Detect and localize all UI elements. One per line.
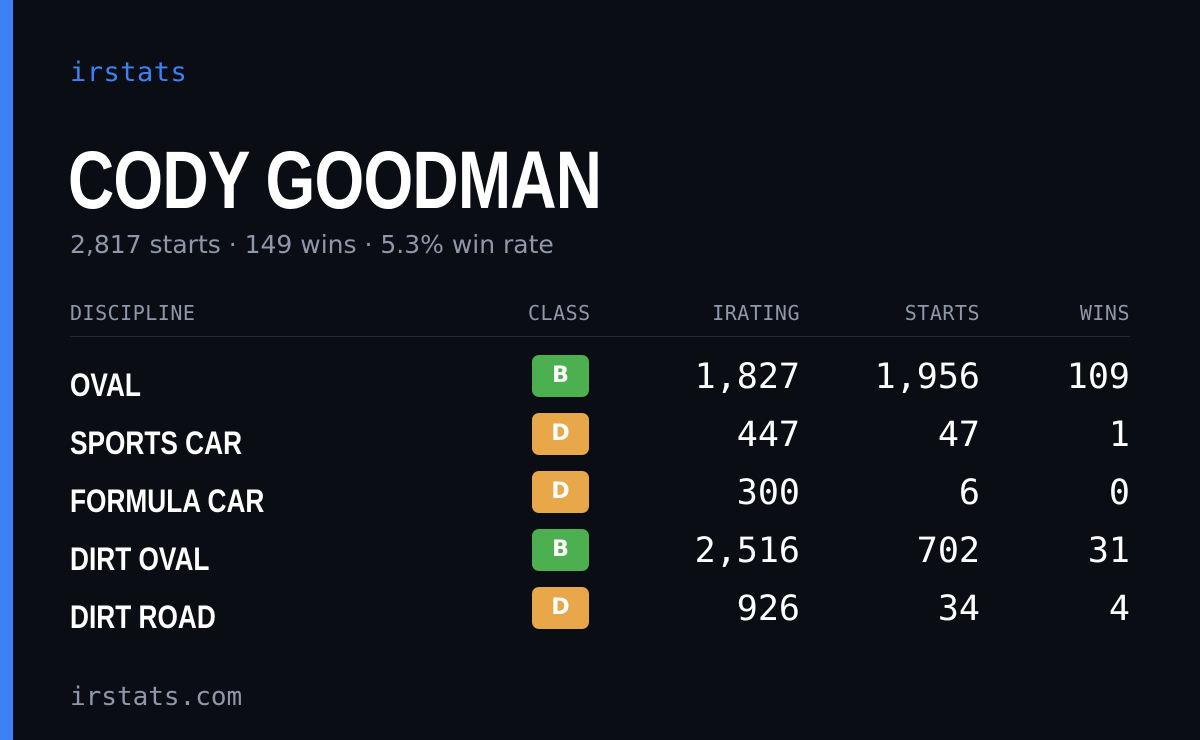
wins-value: 31	[1087, 531, 1130, 571]
starts-value: 47	[937, 415, 980, 455]
class-badge: B	[532, 529, 589, 571]
header-discipline: DISCIPLINE	[70, 301, 196, 325]
discipline-name: DIRT OVAL	[70, 541, 210, 577]
wins-value: 4	[1108, 589, 1130, 629]
header-class: CLASS	[528, 301, 591, 325]
class-badge: D	[532, 587, 589, 629]
irating-value: 300	[736, 473, 800, 513]
header-wins: WINS	[1079, 301, 1130, 325]
driver-summary: 2,817 starts · 149 wins · 5.3% win rate	[70, 230, 554, 259]
stats-table: DISCIPLINE CLASS IRATING STARTS WINS OVA…	[70, 296, 1130, 643]
footer-url[interactable]: irstats.com	[70, 682, 243, 712]
table-row: OVAL B 1,827 1,956 109	[70, 353, 1130, 411]
starts-value: 6	[958, 473, 980, 513]
accent-bar	[0, 0, 13, 740]
table-body: OVAL B 1,827 1,956 109 SPORTS CAR D 447 …	[70, 353, 1130, 643]
wins-value: 0	[1108, 473, 1130, 513]
header-irating: IRATING	[712, 301, 800, 325]
irating-value: 926	[736, 589, 800, 629]
starts-value: 34	[937, 589, 980, 629]
irating-value: 447	[736, 415, 800, 455]
class-badge: B	[532, 355, 589, 397]
starts-value: 1,956	[874, 357, 980, 397]
header-starts: STARTS	[904, 301, 980, 325]
irating-value: 2,516	[694, 531, 800, 571]
driver-name: CODY GOODMAN	[68, 135, 602, 226]
class-badge: D	[532, 471, 589, 513]
starts-value: 702	[916, 531, 980, 571]
discipline-name: OVAL	[70, 367, 141, 403]
table-row: DIRT ROAD D 926 34 4	[70, 585, 1130, 643]
irating-value: 1,827	[694, 357, 800, 397]
wins-value: 1	[1108, 415, 1130, 455]
discipline-name: DIRT ROAD	[70, 599, 216, 635]
class-badge: D	[532, 413, 589, 455]
brand-logo-text[interactable]: irstats	[70, 57, 188, 88]
table-row: DIRT OVAL B 2,516 702 31	[70, 527, 1130, 585]
table-row: SPORTS CAR D 447 47 1	[70, 411, 1130, 469]
discipline-name: SPORTS CAR	[70, 425, 243, 461]
wins-value: 109	[1066, 357, 1130, 397]
table-header: DISCIPLINE CLASS IRATING STARTS WINS	[70, 296, 1130, 337]
table-row: FORMULA CAR D 300 6 0	[70, 469, 1130, 527]
discipline-name: FORMULA CAR	[70, 483, 265, 519]
